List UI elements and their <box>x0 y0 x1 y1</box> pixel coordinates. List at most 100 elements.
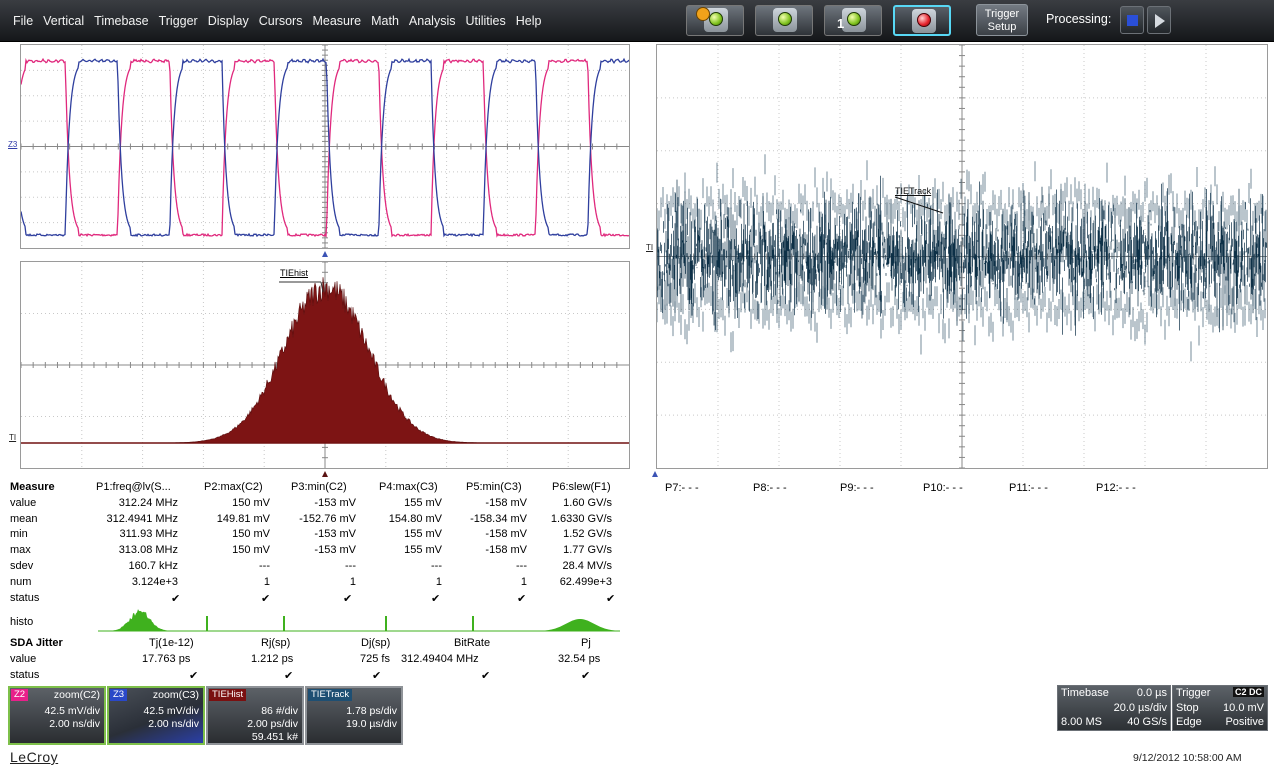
tie-histogram-grid[interactable] <box>20 261 630 469</box>
tie-track-plot <box>657 45 1267 468</box>
graticule <box>657 45 1267 468</box>
histogram-offset-marker[interactable]: TI <box>9 433 17 442</box>
measure-cell: -152.76 mV <box>299 512 356 525</box>
menu-math[interactable]: Math <box>371 14 399 28</box>
param-p6[interactable]: P6:slew(F1) <box>552 481 611 493</box>
brand-logo: LeCroy <box>10 749 59 765</box>
param-p8[interactable]: P8:- - - <box>753 482 787 494</box>
status-check-icon: ✔ <box>372 669 382 682</box>
measure-cell: 149.81 mV <box>216 512 270 525</box>
jitter-status-row: status ✔ ✔ ✔ ✔ ✔ <box>8 669 620 685</box>
tie-track-spikes <box>657 154 1266 362</box>
param-p3[interactable]: P3:min(C2) <box>291 481 347 493</box>
param-p9[interactable]: P9:- - - <box>840 482 874 494</box>
timebase-per-div: 20.0 µs/div <box>1113 702 1167 714</box>
z3-vdiv: 42.5 mV/div <box>143 705 199 717</box>
histicon-p2 <box>206 616 208 632</box>
descriptor-z3[interactable]: Z3 zoom(C3) 42.5 mV/div 2.00 ns/div <box>107 686 205 745</box>
tie-histogram-label: TIEhist <box>280 268 309 278</box>
param-p10[interactable]: P10:- - - <box>923 482 963 494</box>
stop-icon <box>1127 15 1138 26</box>
histicon-strip <box>98 609 620 632</box>
main-menu: File Vertical Timebase Trigger Display C… <box>8 14 546 28</box>
measure-cell: 155 mV <box>404 496 442 509</box>
measure-row-max: max 313.08 MHz 150 mV -153 mV 155 mV -158 mV 1… <box>8 544 620 560</box>
measure-header-label: Measure <box>10 481 55 493</box>
clock-icon <box>696 7 710 21</box>
menu-trigger[interactable]: Trigger <box>158 14 198 28</box>
trigger-normal-button[interactable] <box>755 5 813 36</box>
z3-title: zoom(C3) <box>152 689 199 701</box>
led-icon <box>847 12 861 26</box>
z3-chip: Z3 <box>110 689 128 701</box>
processing-stop-button[interactable] <box>1120 6 1144 34</box>
measure-row-num: num 3.124e+3 1 1 1 1 62.499e+3 <box>8 576 620 592</box>
led-icon <box>709 12 723 26</box>
track-offset-marker[interactable]: TI <box>646 243 654 252</box>
z3-offset-marker[interactable]: Z3 <box>8 140 18 149</box>
measure-cell: 3.124e+3 <box>131 575 178 588</box>
status-check-icon: ✔ <box>189 669 199 682</box>
play-icon <box>1155 14 1165 28</box>
measure-cell: 155 mV <box>404 528 442 541</box>
param-p4[interactable]: P4:max(C3) <box>379 481 438 493</box>
tiehist-chip: TIEHist <box>209 689 247 701</box>
trigger-auto-button[interactable] <box>686 5 744 36</box>
menu-timebase[interactable]: Timebase <box>94 14 149 28</box>
row-label: value <box>10 496 37 509</box>
menu-cursors[interactable]: Cursors <box>258 14 303 28</box>
menu-measure[interactable]: Measure <box>312 14 362 28</box>
status-label: status <box>10 591 40 604</box>
tietrack-chip: TIETrack <box>308 689 353 701</box>
zoom-traces-grid[interactable] <box>20 44 630 249</box>
measure-cell: 1 <box>349 575 356 588</box>
row-label: sdev <box>10 559 34 572</box>
trigger-single-button[interactable]: 1 <box>824 5 882 36</box>
jitter-value-row: value 17.763 ps 1.212 ps 725 fs 312.4940… <box>8 653 620 669</box>
track-position-marker[interactable] <box>652 471 658 477</box>
jitter-tj-value: 17.763 ps <box>142 653 191 666</box>
c2-trace <box>21 57 629 239</box>
row-label: max <box>10 544 31 557</box>
menu-help[interactable]: Help <box>515 14 542 28</box>
menu-display[interactable]: Display <box>207 14 249 28</box>
processing-play-button[interactable] <box>1147 6 1171 34</box>
trigger-position-marker[interactable] <box>322 251 328 257</box>
histogram-center-marker[interactable] <box>322 471 328 477</box>
z2-hdiv: 2.00 ns/div <box>49 718 100 730</box>
led-icon <box>778 12 792 26</box>
trigger-stop-button[interactable] <box>893 5 951 36</box>
param-p5[interactable]: P5:min(C3) <box>466 481 522 493</box>
measure-cell: -153 mV <box>314 496 356 509</box>
row-label: num <box>10 575 32 588</box>
timebase-delay: 0.0 µs <box>1136 687 1167 699</box>
measure-cell: 160.7 kHz <box>128 559 178 572</box>
descriptor-tietrack[interactable]: TIETrack 1.78 ps/div 19.0 µs/div <box>305 686 403 745</box>
status-check-icon: ✔ <box>284 669 294 682</box>
menu-analysis[interactable]: Analysis <box>408 14 456 28</box>
row-label: mean <box>10 512 38 525</box>
c3-trace <box>21 57 629 238</box>
timebase-rate: 40 GS/s <box>1127 716 1167 728</box>
timebase-descriptor[interactable]: Timebase 0.0 µs 20.0 µs/div 8.00 MS 40 G… <box>1057 685 1171 731</box>
menu-file[interactable]: File <box>13 14 34 28</box>
menu-utilities[interactable]: Utilities <box>465 14 506 28</box>
param-p2[interactable]: P2:max(C2) <box>204 481 263 493</box>
measure-cell: 28.4 MV/s <box>562 559 612 572</box>
tie-track-grid[interactable] <box>656 44 1268 469</box>
jitter-header-row: SDA Jitter Tj(1e-12) Rj(sp) Dj(sp) BitRa… <box>8 637 620 653</box>
z3-hdiv: 2.00 ns/div <box>148 718 199 730</box>
menu-vertical[interactable]: Vertical <box>43 14 85 28</box>
timestamp: 9/12/2012 10:58:00 AM <box>1133 752 1242 764</box>
trigger-setup-button[interactable]: Trigger Setup <box>976 4 1028 36</box>
measure-row-value: value 312.24 MHz 150 mV -153 mV 155 mV -158 m… <box>8 497 620 513</box>
descriptor-tiehist[interactable]: TIEHist 86 #/div 2.00 ps/div 59.451 k# <box>206 686 304 745</box>
param-p7[interactable]: P7:- - - <box>665 482 699 494</box>
param-p12[interactable]: P12:- - - <box>1096 482 1136 494</box>
descriptor-z2[interactable]: Z2 zoom(C2) 42.5 mV/div 2.00 ns/div <box>8 686 106 745</box>
timebase-label: Timebase <box>1061 687 1109 699</box>
tiehist-hdiv: 2.00 ps/div <box>247 718 298 730</box>
param-p1[interactable]: P1:freq@lv(S... <box>96 481 171 493</box>
trigger-descriptor[interactable]: Trigger C2 DC Stop 10.0 mV Edge Positive <box>1172 685 1268 731</box>
param-p11[interactable]: P11:- - - <box>1009 482 1048 494</box>
